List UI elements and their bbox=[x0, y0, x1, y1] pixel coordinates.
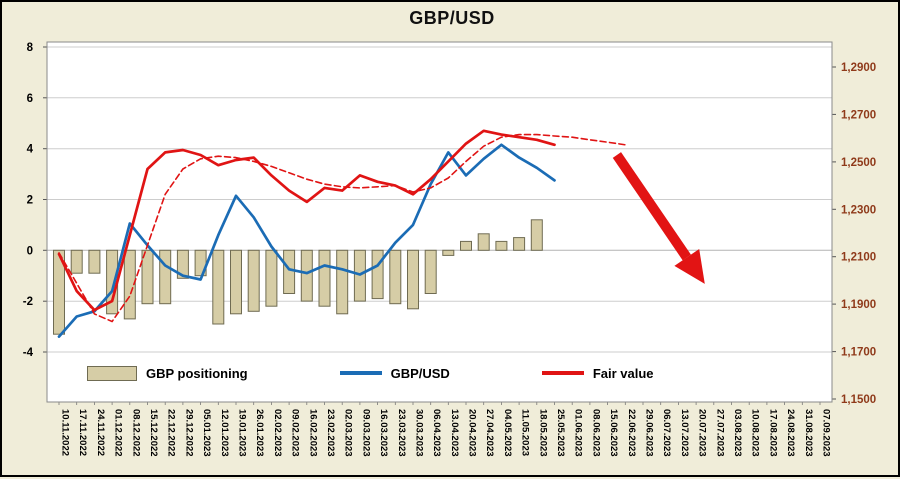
svg-text:16.02.2023: 16.02.2023 bbox=[307, 409, 318, 457]
svg-text:29.06.2023: 29.06.2023 bbox=[644, 409, 655, 457]
svg-text:01.12.2022: 01.12.2022 bbox=[113, 409, 124, 457]
legend-label: GBP positioning bbox=[146, 365, 248, 381]
legend-item-positioning: GBP positioning bbox=[87, 365, 248, 381]
right-axis-labels: 1,2900 1,2700 1,2500 1,2300 1,2100 1,1900 1,17… bbox=[832, 62, 876, 406]
svg-text:01.06.2023: 01.06.2023 bbox=[573, 409, 584, 457]
svg-text:09.02.2023: 09.02.2023 bbox=[290, 409, 301, 457]
svg-text:17.08.2023: 17.08.2023 bbox=[767, 409, 778, 457]
gbpusd-line bbox=[57, 143, 556, 338]
svg-text:1,2300: 1,2300 bbox=[841, 204, 876, 216]
legend-item-fair-value: Fair value bbox=[541, 365, 654, 381]
svg-text:12.01.2023: 12.01.2023 bbox=[219, 409, 230, 457]
svg-text:23.03.2023: 23.03.2023 bbox=[396, 409, 407, 457]
plot-border bbox=[46, 41, 833, 403]
svg-text:04.05.2023: 04.05.2023 bbox=[502, 409, 513, 457]
svg-text:1,2900: 1,2900 bbox=[841, 62, 876, 74]
svg-text:25.05.2023: 25.05.2023 bbox=[555, 409, 566, 457]
svg-text:08.12.2022: 08.12.2022 bbox=[130, 409, 141, 457]
positioning-bar-swatch bbox=[87, 365, 137, 381]
svg-text:1,1500: 1,1500 bbox=[841, 394, 876, 406]
plot-area bbox=[47, 42, 832, 402]
legend-label: Fair value bbox=[592, 365, 654, 381]
svg-text:27.04.2023: 27.04.2023 bbox=[484, 409, 495, 457]
svg-text:1,2100: 1,2100 bbox=[841, 252, 876, 264]
legend-item-gbpusd: GBP/USD bbox=[339, 365, 450, 381]
svg-text:02.02.2023: 02.02.2023 bbox=[272, 409, 283, 457]
svg-text:23.02.2023: 23.02.2023 bbox=[325, 409, 336, 457]
svg-text:13.04.2023: 13.04.2023 bbox=[449, 409, 460, 457]
svg-text:1,2700: 1,2700 bbox=[841, 109, 876, 121]
chart-title: GBP/USD bbox=[409, 8, 495, 28]
fair-value-forecast-line bbox=[58, 133, 627, 323]
svg-text:2: 2 bbox=[27, 195, 33, 207]
svg-text:02.03.2023: 02.03.2023 bbox=[343, 409, 354, 457]
svg-text:1,2500: 1,2500 bbox=[841, 157, 876, 169]
svg-text:15.12.2022: 15.12.2022 bbox=[148, 409, 159, 457]
svg-text:06.07.2023: 06.07.2023 bbox=[661, 409, 672, 457]
svg-text:11.05.2023: 11.05.2023 bbox=[520, 409, 531, 456]
svg-text:16.03.2023: 16.03.2023 bbox=[378, 409, 389, 457]
legend-label: GBP/USD bbox=[390, 365, 450, 381]
svg-text:15.06.2023: 15.06.2023 bbox=[608, 409, 619, 457]
svg-text:10.08.2023: 10.08.2023 bbox=[750, 409, 761, 457]
svg-text:13.07.2023: 13.07.2023 bbox=[679, 409, 690, 457]
svg-text:1,1700: 1,1700 bbox=[841, 347, 876, 359]
svg-text:05.01.2023: 05.01.2023 bbox=[201, 409, 212, 457]
svg-text:31.08.2023: 31.08.2023 bbox=[803, 409, 814, 457]
svg-text:1,1900: 1,1900 bbox=[841, 299, 876, 311]
fair-value-line bbox=[57, 129, 556, 312]
svg-text:20.07.2023: 20.07.2023 bbox=[697, 409, 708, 457]
gridlines bbox=[47, 46, 832, 353]
svg-text:0: 0 bbox=[27, 245, 33, 257]
svg-text:22.06.2023: 22.06.2023 bbox=[626, 409, 637, 457]
svg-text:24.08.2023: 24.08.2023 bbox=[785, 409, 796, 457]
svg-text:30.03.2023: 30.03.2023 bbox=[414, 409, 425, 457]
svg-text:27.07.2023: 27.07.2023 bbox=[714, 409, 725, 457]
svg-text:10.11.2022: 10.11.2022 bbox=[60, 409, 71, 456]
svg-text:07.09.2023: 07.09.2023 bbox=[821, 409, 832, 457]
svg-text:22.12.2022: 22.12.2022 bbox=[166, 409, 177, 457]
svg-text:18.05.2023: 18.05.2023 bbox=[537, 409, 548, 457]
svg-text:09.03.2023: 09.03.2023 bbox=[360, 409, 371, 457]
svg-text:17.11.2022: 17.11.2022 bbox=[77, 409, 88, 456]
svg-text:20.04.2023: 20.04.2023 bbox=[467, 409, 478, 457]
svg-text:06.04.2023: 06.04.2023 bbox=[431, 409, 442, 457]
svg-text:24.11.2022: 24.11.2022 bbox=[95, 409, 106, 456]
trend-arrow bbox=[612, 152, 705, 284]
svg-text:8: 8 bbox=[27, 42, 34, 54]
x-axis-labels: 10.11.2022 17.11.2022 24.11.2022 01.12.2022… bbox=[58, 402, 832, 457]
svg-text:4: 4 bbox=[27, 144, 34, 156]
left-axis-labels: 8 6 4 2 0 -2 -4 bbox=[23, 42, 47, 359]
svg-text:-4: -4 bbox=[23, 347, 34, 359]
gbpusd-line-swatch bbox=[339, 371, 382, 375]
svg-text:19.01.2023: 19.01.2023 bbox=[237, 409, 248, 457]
chart-legend: GBP positioning GBP/USD Fair value bbox=[87, 359, 654, 387]
svg-text:29.12.2022: 29.12.2022 bbox=[183, 409, 194, 457]
svg-text:6: 6 bbox=[27, 93, 33, 105]
fair-value-line-swatch bbox=[541, 371, 584, 375]
svg-text:-2: -2 bbox=[23, 296, 33, 308]
svg-text:03.08.2023: 03.08.2023 bbox=[732, 409, 743, 457]
svg-text:08.06.2023: 08.06.2023 bbox=[590, 409, 601, 457]
svg-text:26.01.2023: 26.01.2023 bbox=[254, 409, 265, 457]
